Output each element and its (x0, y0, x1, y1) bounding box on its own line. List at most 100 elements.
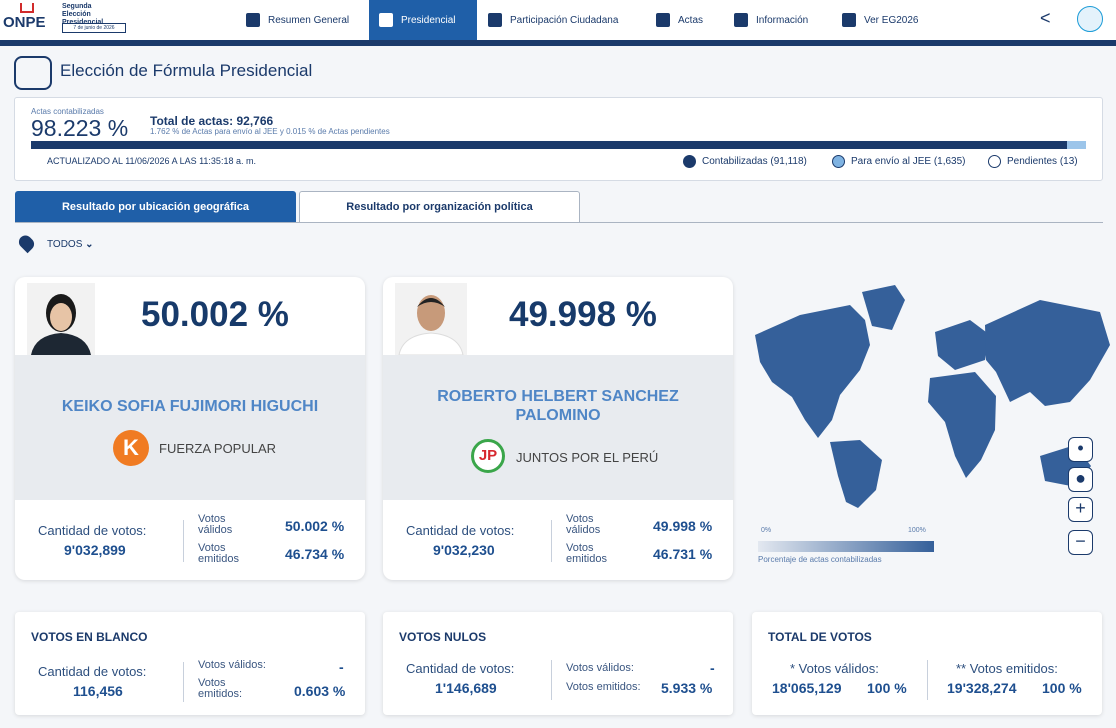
emitted-label: Votos emitidos (566, 542, 607, 565)
candidate-percent: 49.998 % (509, 295, 657, 334)
candidate-name: KEIKO SOFIA FUJIMORI HIGUCHI (61, 398, 319, 415)
nav-label: Participación Ciudadana (510, 14, 619, 26)
votes-value: 9'032,230 (433, 542, 495, 558)
candidate-info (15, 355, 365, 500)
summary-card: VOTOS NULOS Cantidad de votos: 1'146,689… (383, 612, 733, 715)
valid-value: - (710, 660, 715, 676)
separator (183, 520, 184, 562)
nav-item[interactable]: Ver EG2026 (832, 0, 928, 40)
valid-value: 50.002 % (285, 518, 345, 534)
nav-item[interactable]: Resumen General (236, 0, 359, 40)
valid-label: Votos válidos: (566, 662, 634, 674)
map-globe-button[interactable]: ● (1068, 467, 1093, 492)
emitted-value: 5.933 % (661, 680, 713, 696)
nav-item-active[interactable]: Presidencial (369, 0, 477, 40)
nav-item[interactable]: Participación Ciudadana (478, 0, 628, 40)
summary-title: VOTOS EN BLANCO (31, 630, 148, 644)
tab-rule (15, 222, 1103, 223)
votes-label: Cantidad de votos: (38, 523, 147, 538)
tab-active[interactable]: Resultado por ubicación geográfica (15, 191, 296, 223)
tab[interactable]: Resultado por organización política (299, 191, 580, 223)
nav-label: Resumen General (268, 14, 350, 26)
map-home-button[interactable]: • (1068, 437, 1093, 462)
valid-label: * Votos válidos: (790, 661, 879, 676)
progress-fill (31, 141, 1068, 149)
separator (551, 660, 552, 700)
progress-percent: 98.223 % (31, 115, 129, 141)
candidate-name: ROBERTO HELBERT SANCHEZ PALOMINO (437, 388, 679, 424)
emitted-label: Votos emitidos: (566, 681, 641, 693)
summary-card: TOTAL DE VOTOS * Votos válidos: 18'065,1… (752, 612, 1102, 715)
emitted-value: 46.734 % (285, 546, 345, 562)
votes-value: 116,456 (73, 683, 123, 699)
votes-label: Cantidad de votos: (38, 664, 147, 679)
candidate-percent: 50.002 % (141, 295, 289, 334)
progress-label: Actas contabilizadas (31, 107, 104, 116)
share-button[interactable]: < (1040, 8, 1051, 28)
progress-note: 1.762 % de Actas para envío al JEE y 0.0… (150, 127, 390, 136)
legend-label: Para envío al JEE (1,635) (851, 156, 966, 167)
separator (927, 660, 928, 700)
valid-votes: 18'065,129 (772, 680, 842, 696)
valid-value: 49.998 % (653, 518, 713, 534)
candidate-info (383, 355, 733, 500)
emitted-label: Votos emitidos: (198, 677, 243, 700)
emitted-label: ** Votos emitidos: (956, 661, 1058, 676)
election-date: 7 de junio de 2026 (62, 23, 126, 33)
legend-dot (683, 155, 696, 168)
party-logo: K (113, 430, 149, 466)
legend-dot (988, 155, 1001, 168)
nav-label: Ver EG2026 (864, 14, 919, 26)
zoom-out-button[interactable]: − (1068, 530, 1093, 555)
candidate-card: 49.998 % ROBERTO HELBERT SANCHEZ PALOMIN… (383, 277, 733, 580)
nav-label: Información (756, 14, 809, 26)
valid-value: - (339, 659, 344, 675)
election-name: Segunda Elección Presidencial (62, 3, 104, 26)
filter-dropdown[interactable]: TODOS ⌄ (47, 239, 94, 250)
emitted-votes: 19'328,274 (947, 680, 1017, 696)
progress-panel (14, 97, 1103, 181)
votes-value: 9'032,899 (64, 542, 126, 558)
candidate-photo (395, 283, 467, 355)
zoom-in-button[interactable]: + (1068, 497, 1093, 522)
nav-item[interactable]: Actas (646, 0, 713, 40)
updated-at: ACTUALIZADO AL 11/06/2026 A LAS 11:35:18… (47, 156, 256, 166)
emitted-value: 46.731 % (653, 546, 713, 562)
logo: ONPE (3, 14, 46, 31)
emitted-label: Votos emitidos (198, 542, 239, 565)
valid-label: Votos válidos: (198, 659, 266, 671)
party-name: FUERZA POPULAR (159, 441, 277, 456)
valid-percent: 100 % (867, 680, 907, 696)
total-actas: Total de actas: 92,766 (150, 114, 274, 128)
filter-label: TODOS (47, 239, 83, 250)
separator (183, 662, 184, 702)
legend-max: 100% (908, 527, 926, 534)
nav-item[interactable]: Información (724, 0, 818, 40)
votes-label: Cantidad de votos: (406, 523, 515, 538)
logo-icon (20, 3, 34, 13)
votes-value: 1'146,689 (435, 680, 497, 696)
summary-title: TOTAL DE VOTOS (768, 630, 872, 644)
candidate-photo (27, 283, 95, 355)
valid-label: Votos válidos (198, 513, 233, 536)
summary-title: VOTOS NULOS (399, 630, 487, 644)
legend-label: Pendientes (13) (1007, 156, 1078, 167)
page-title: Elección de Fórmula Presidencial (60, 61, 313, 80)
location-pin (16, 232, 37, 254)
legend-title: Porcentaje de actas contabilizadas (758, 555, 882, 564)
legend-dot (832, 155, 845, 168)
header (0, 0, 1116, 40)
emitted-value: 0.603 % (294, 683, 346, 699)
party-name: JUNTOS POR EL PERÚ (516, 450, 659, 465)
nav-label: Presidencial (401, 14, 456, 26)
emblem (14, 56, 52, 90)
nav-label: Actas (678, 14, 704, 26)
legend-gradient (758, 541, 934, 552)
separator (551, 520, 552, 562)
party-logo: JP (471, 439, 505, 473)
summary-card: VOTOS EN BLANCO Cantidad de votos: 116,4… (15, 612, 365, 715)
accessibility-button[interactable] (1077, 6, 1103, 32)
progress-track (31, 141, 1086, 149)
world-map (755, 285, 1110, 508)
